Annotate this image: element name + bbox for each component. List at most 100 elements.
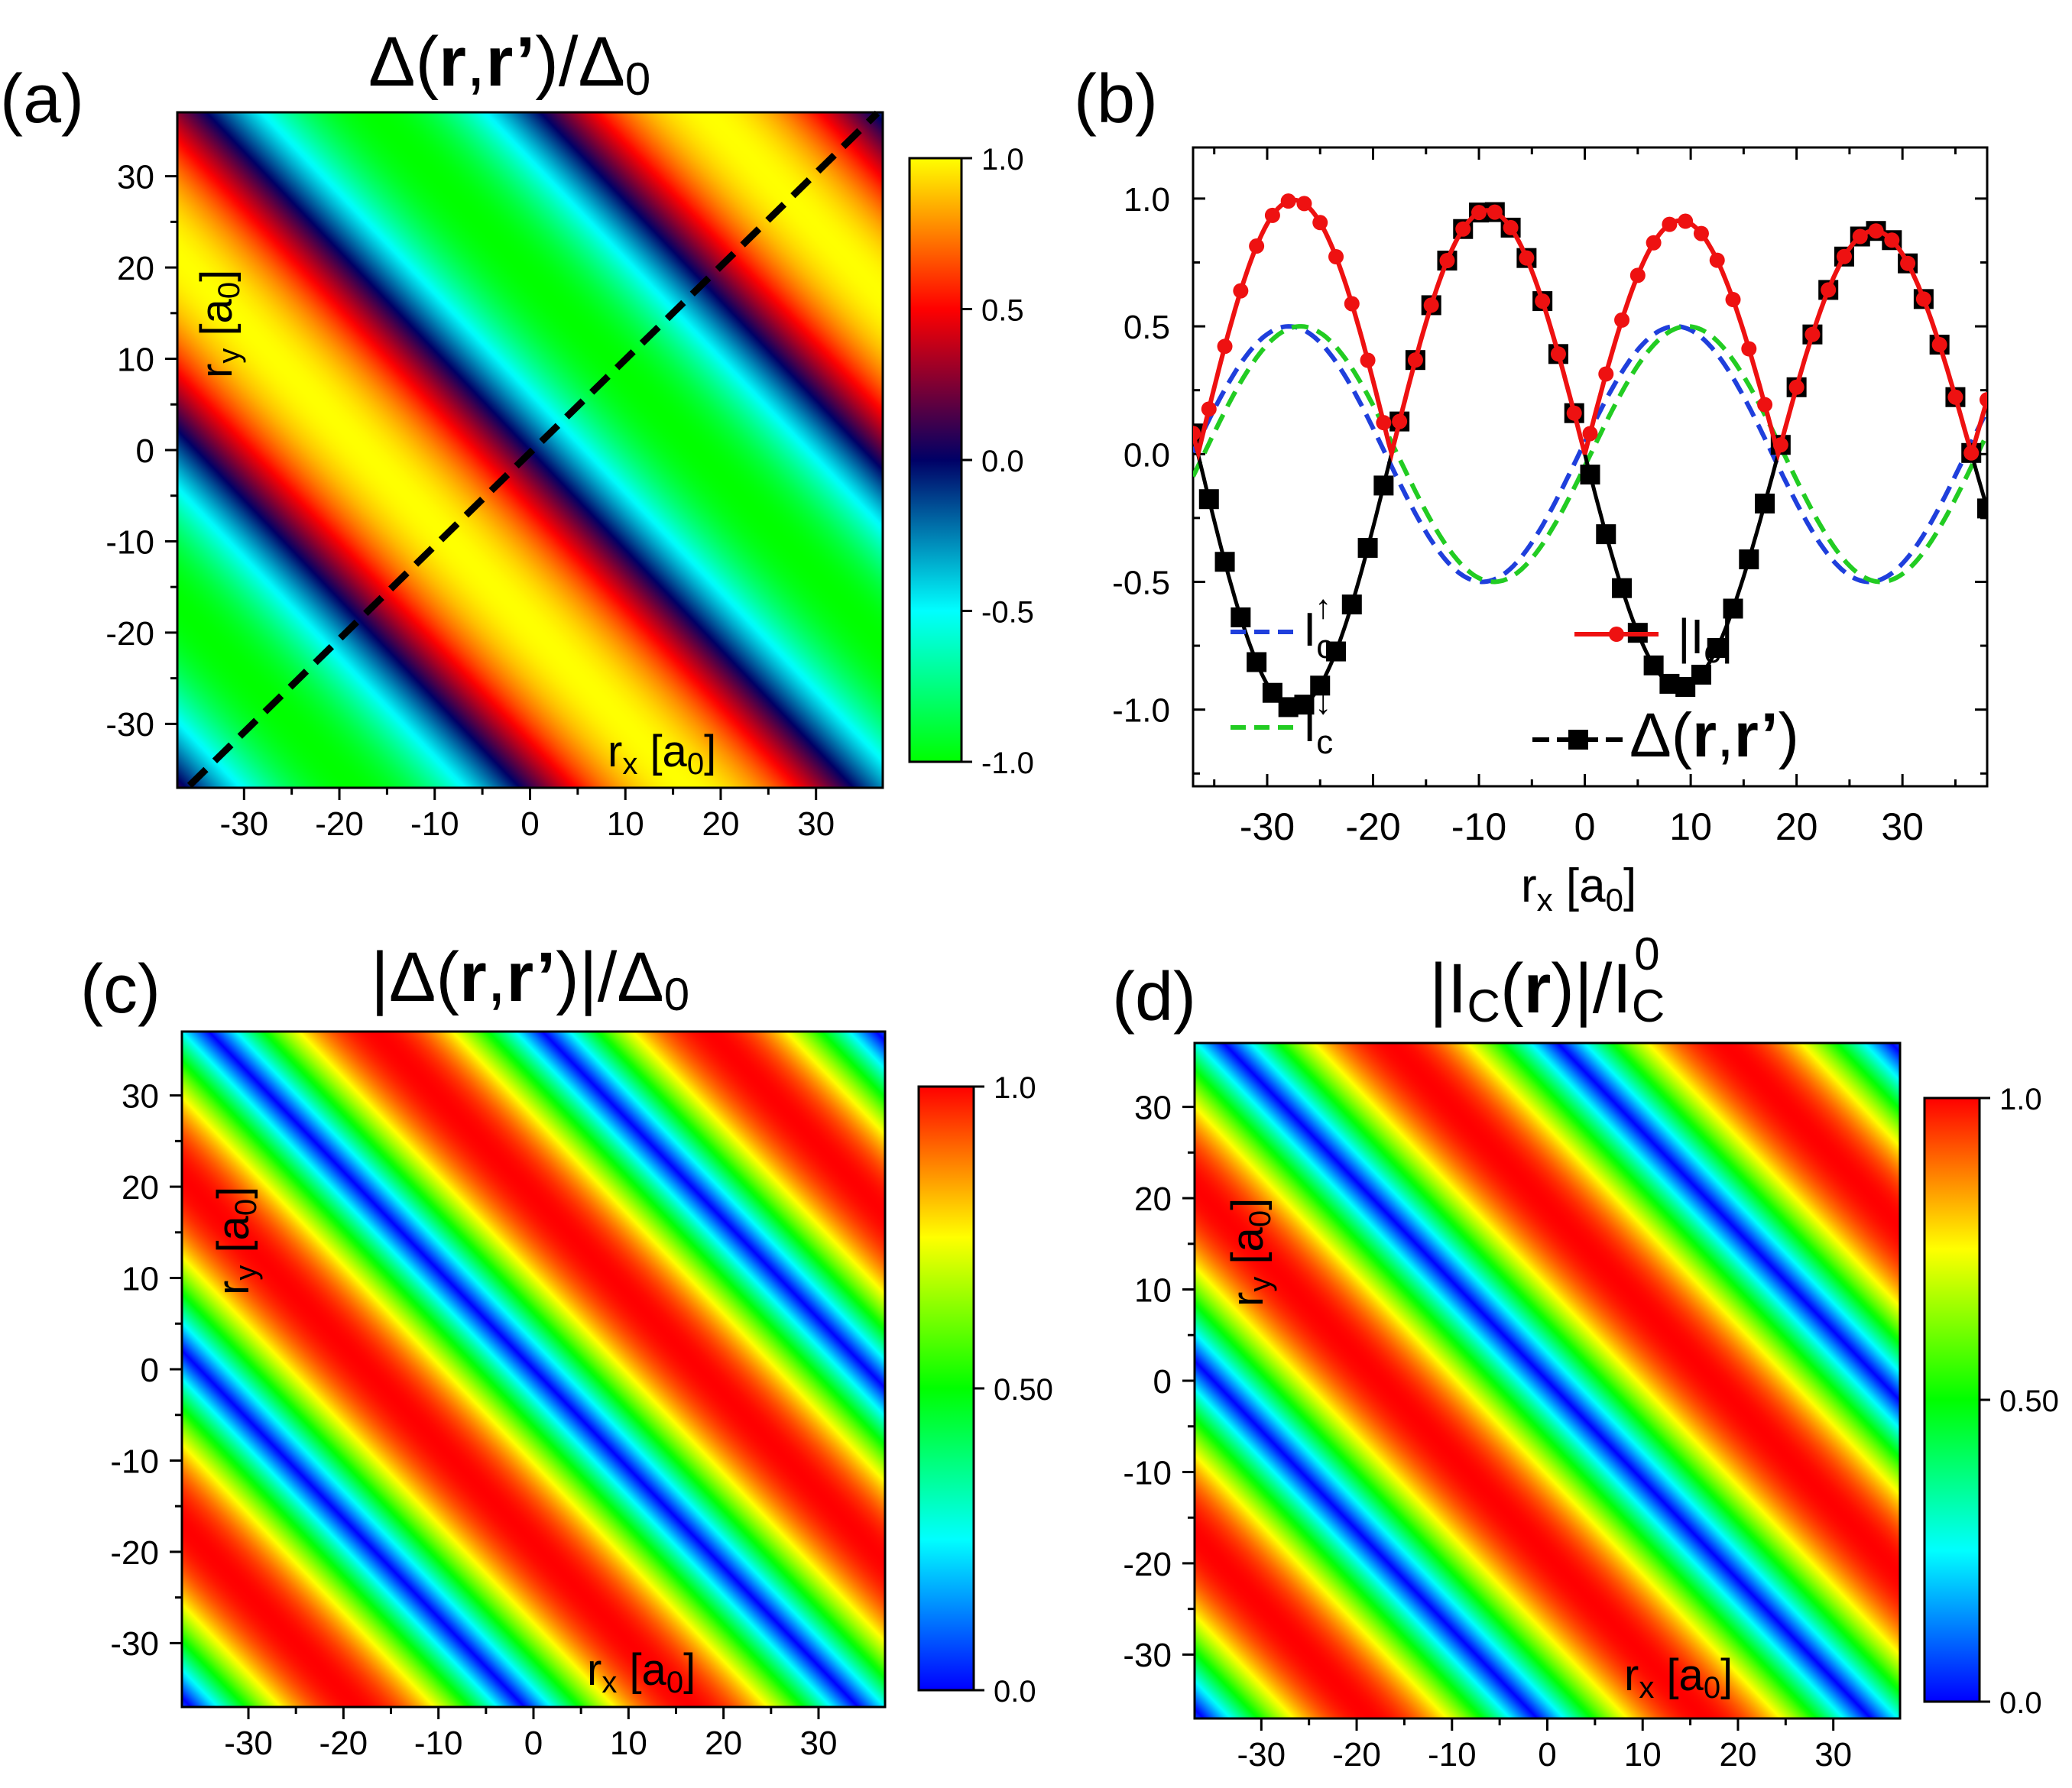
- series-abs-ic-marker: [1772, 437, 1788, 453]
- colorbar-c: [917, 1085, 975, 1692]
- y-tick-label: 0.0: [1124, 436, 1170, 474]
- colorbar-tick-label: 0.0: [1999, 1686, 2042, 1720]
- series-abs-ic-marker: [1614, 312, 1630, 328]
- y-tick-label: 0.5: [1124, 309, 1170, 346]
- colorbar-ticks-c: 1.0 0.50 0.0: [974, 1071, 1053, 1709]
- x-tick-label: 30: [1814, 1736, 1852, 1773]
- axis-ticks-c: -30 -20 -10 0 10 20 30 30 20 10 0 -10 -20 -30: [110, 1077, 837, 1762]
- y-tick-label: -20: [105, 615, 154, 653]
- x-tick-label: 20: [705, 1725, 742, 1762]
- x-axis-label-a: rx [a0]: [608, 727, 716, 781]
- x-tick-label: 20: [1719, 1736, 1756, 1773]
- axis-ticks-d: -30 -20 -10 0 10 20 30 30 20 10 0 -10 -20 -30: [1123, 1089, 1852, 1773]
- x-tick-label: -20: [315, 805, 364, 843]
- y-tick-label: 10: [1134, 1271, 1172, 1309]
- x-tick-label: 0: [520, 805, 539, 843]
- panel-label-d: (d): [1112, 959, 1196, 1035]
- y-axis-label-a: ry [a0]: [192, 270, 246, 378]
- panel-b: -30 -20 -10 0 10 20 30 1.0 0.5 0.0 -0.5 -1.0 Ic↑ Ic…: [1112, 146, 1989, 918]
- y-axis-label-c: ry [a0]: [209, 1187, 263, 1295]
- y-axis-label-d: ry [a0]: [1223, 1198, 1277, 1307]
- series-delta-marker: [1373, 475, 1394, 496]
- y-tick-label: -30: [110, 1625, 159, 1663]
- series-abs-ic-marker: [1693, 225, 1709, 241]
- panel-d: |IC(r)|/IC0 -30 -20 -10 0 10 20 30 30 20 10 0 -10 -2…: [1123, 928, 2058, 1773]
- series-abs-ic-marker: [1804, 326, 1821, 342]
- colorbar-tick-label: 0.50: [994, 1373, 1053, 1407]
- series-abs-ic-marker: [1821, 282, 1837, 298]
- series-abs-ic-marker: [1550, 346, 1566, 362]
- colorbar-ticks-a: 1.0 0.5 0.0 -0.5 -1.0: [961, 143, 1034, 780]
- series-abs-ic-marker: [1519, 250, 1535, 266]
- series-abs-ic-marker: [1423, 297, 1439, 313]
- series-abs-ic-marker: [1741, 341, 1757, 357]
- panel-label-c: (c): [80, 951, 161, 1028]
- x-tick-label: 20: [1775, 805, 1818, 848]
- series-delta-marker: [1214, 552, 1235, 572]
- series-abs-ic-marker: [1312, 215, 1328, 231]
- series-abs-ic-marker: [1931, 337, 1947, 353]
- x-axis-label-c: rx [a0]: [587, 1645, 696, 1699]
- x-tick-label: 10: [1624, 1736, 1662, 1773]
- colorbar-tick-label: 0.5: [981, 294, 1024, 328]
- x-tick-label: 0: [524, 1725, 543, 1762]
- series-delta-marker: [1231, 607, 1251, 627]
- series-abs-ic-marker: [1709, 252, 1725, 268]
- colorbar-ticks-d: 1.0 0.50 0.0: [1980, 1083, 2059, 1720]
- colorbar-a: [908, 157, 963, 763]
- series-abs-ic-marker: [1662, 216, 1678, 232]
- series-abs-ic-marker: [1788, 379, 1804, 395]
- y-tick-label: -20: [110, 1534, 159, 1572]
- x-tick-label: -10: [414, 1725, 463, 1762]
- colorbar-tick-label: 0.50: [1999, 1385, 2059, 1418]
- panel-label-b: (b): [1074, 61, 1158, 138]
- x-tick-label: 10: [1669, 805, 1712, 848]
- x-tick-label: 10: [607, 805, 644, 843]
- y-tick-label: -10: [110, 1443, 159, 1480]
- x-tick-label: 0: [1538, 1736, 1556, 1773]
- series-abs-ic-marker: [1407, 352, 1423, 368]
- series-abs-ic-marker: [1201, 401, 1217, 417]
- series-abs-ic-marker: [1852, 228, 1868, 245]
- x-tick-label: -20: [1332, 1736, 1381, 1773]
- colorbar-tick-label: 0.0: [994, 1675, 1036, 1709]
- series-delta-marker: [1596, 524, 1616, 545]
- series-abs-ic-marker: [1963, 445, 1980, 461]
- series-delta-marker: [1723, 598, 1743, 619]
- series-abs-ic-marker: [1947, 389, 1963, 405]
- y-tick-label: -30: [105, 706, 154, 743]
- series-abs-ic-marker: [1678, 213, 1694, 229]
- x-tick-label: -30: [220, 805, 269, 843]
- series-delta-marker: [1755, 494, 1775, 514]
- series-abs-ic-marker: [1725, 292, 1741, 308]
- panel-a-title: Δ(r,r’)/Δ0: [368, 23, 650, 105]
- series-abs-ic-marker: [1629, 267, 1646, 283]
- colorbar-tick-label: 1.0: [981, 143, 1024, 177]
- x-axis-label-d: rx [a0]: [1624, 1650, 1733, 1705]
- series-abs-ic-marker: [1264, 207, 1280, 223]
- diagonal-dashed-line: [186, 110, 880, 789]
- y-tick-label: 10: [117, 341, 154, 378]
- series-delta-marker: [1310, 675, 1331, 696]
- axis-ticks-a: -30 -20 -10 0 10 20 30 30 20 10 0 -10 -20 -30: [105, 158, 835, 843]
- y-tick-label: 30: [1134, 1089, 1172, 1126]
- series-abs-ic-marker: [1193, 426, 1201, 442]
- y-tick-label: 10: [122, 1260, 159, 1297]
- x-tick-label: -30: [224, 1725, 273, 1762]
- series-delta-marker: [1341, 594, 1362, 615]
- series-delta-marker: [1326, 641, 1347, 662]
- series-abs-ic-marker: [1280, 193, 1296, 209]
- legend-ic-up-label: Ic↑: [1303, 588, 1333, 666]
- legend-abs-ic-label: |Ic|: [1678, 609, 1733, 670]
- axis-ticks-b: -30 -20 -10 0 10 20 30 1.0 0.5 0.0 -0.5 -1.0: [1112, 147, 1987, 848]
- series-delta-marker: [1580, 465, 1600, 485]
- series-delta-marker: [1739, 549, 1759, 570]
- series-abs-ic-marker: [1439, 253, 1455, 269]
- panel-c-title: |Δ(r,r’)|/Δ0: [371, 938, 689, 1020]
- x-axis-label-b: rx [a0]: [1521, 860, 1636, 918]
- y-tick-label: 20: [122, 1169, 159, 1207]
- y-tick-label: 30: [122, 1077, 159, 1115]
- legend-ic-down-label: Ic↓: [1303, 684, 1333, 761]
- series-abs-ic-marker: [1376, 415, 1392, 431]
